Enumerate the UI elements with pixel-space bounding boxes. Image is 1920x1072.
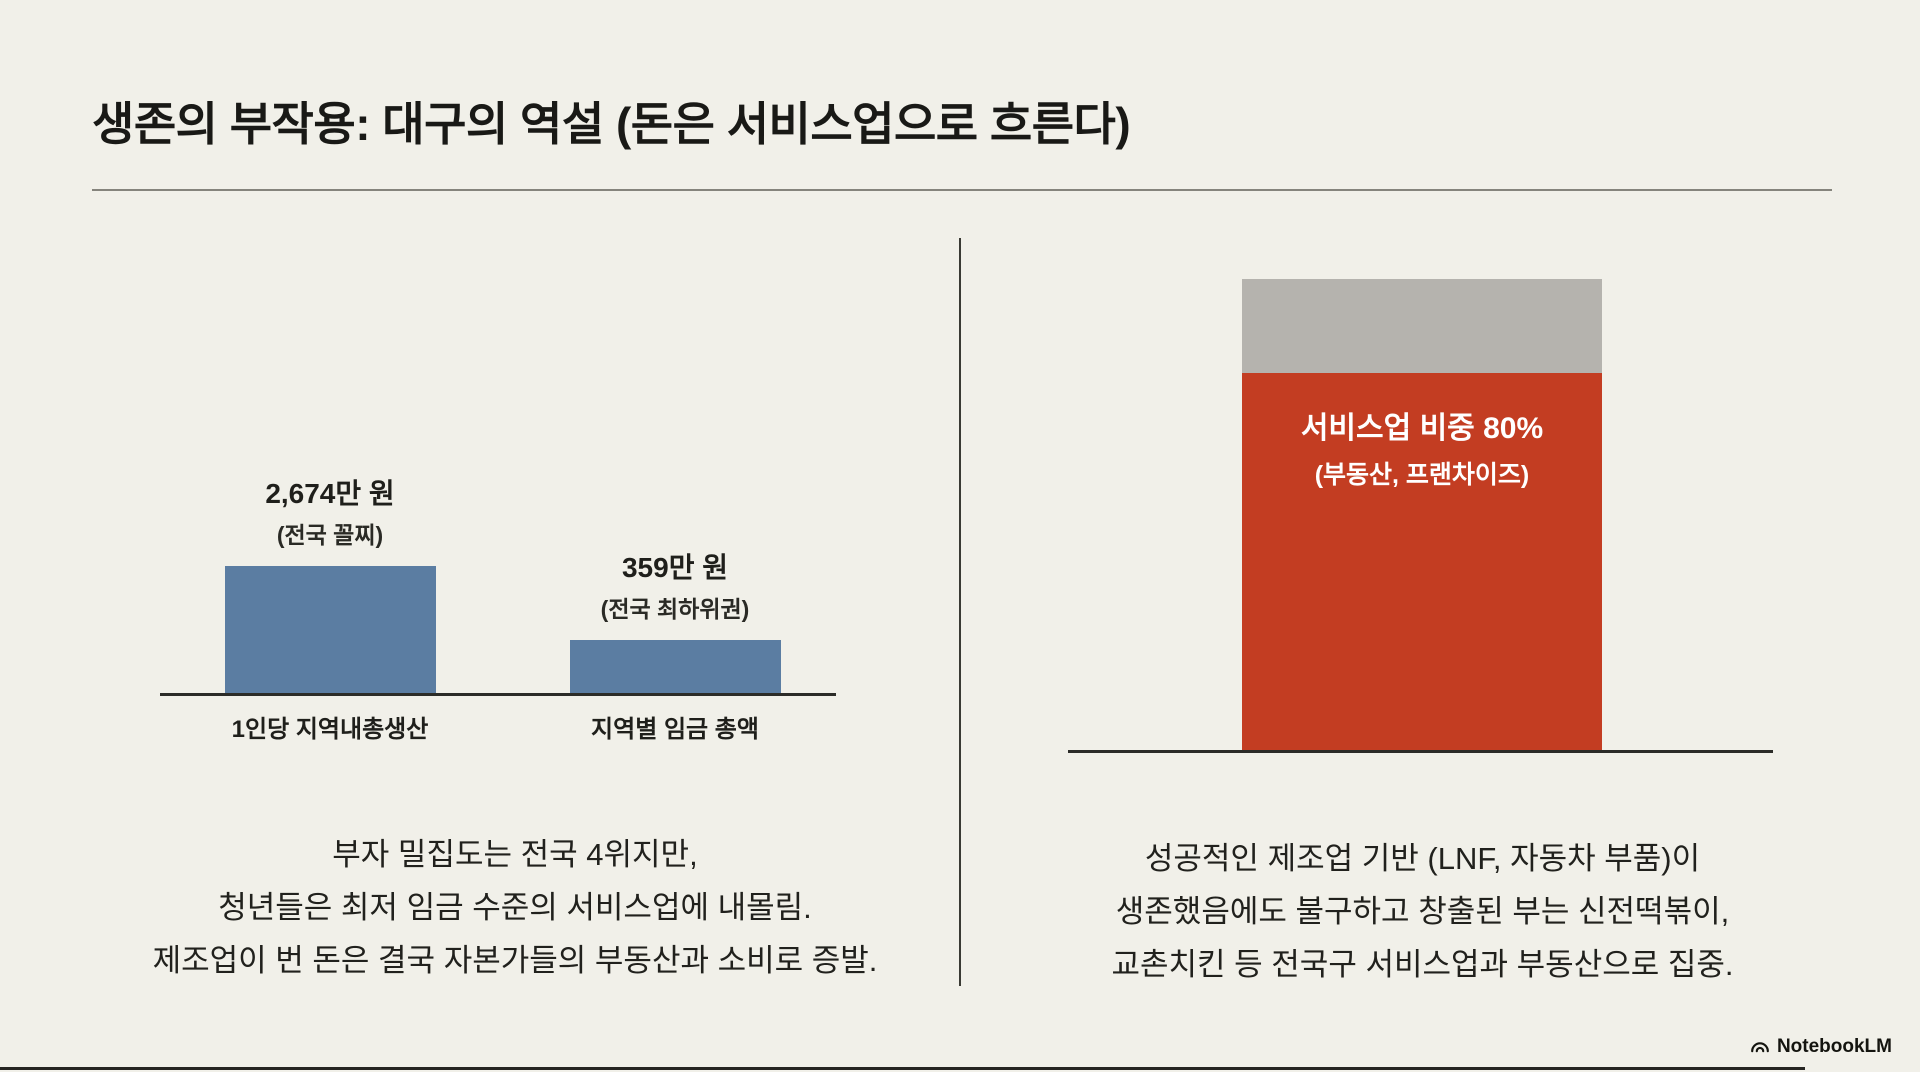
- segment-sublabel: (부동산, 프랜차이즈): [1314, 461, 1530, 490]
- axis-label-wage: 지역별 임금 총액: [591, 716, 759, 743]
- right-caption: 성공적인 제조업 기반 (LNF, 자동차 부품)이 생존했음에도 불구하고 창…: [1000, 832, 1845, 991]
- bar-sub-label: (전국 최하위권): [600, 596, 750, 622]
- wage-bar: [569, 640, 781, 693]
- caption-line: 제조업이 번 돈은 결국 자본가들의 부동산과 소비로 증발.: [152, 943, 878, 978]
- bar-sub-label: (전국 꼴찌): [276, 522, 384, 548]
- caption-line: 교촌치킨 등 전국구 서비스업과 부동산으로 집중.: [1111, 947, 1734, 982]
- page-title: 생존의 부작용: 대구의 역설 (돈은 서비스업으로 흐른다): [92, 98, 1131, 150]
- bottom-progress-line: [0, 1067, 1805, 1070]
- gdp-bar: [224, 566, 436, 693]
- notebooklm-label: NotebookLM: [1776, 1036, 1892, 1057]
- axis-label-gdp: 1인당 지역내총생산: [231, 716, 429, 743]
- caption-line: 성공적인 제조업 기반 (LNF, 자동차 부품)이: [1144, 841, 1701, 876]
- bar-value-label: 359만 원: [621, 552, 729, 583]
- notebooklm-watermark: NotebookLM: [1749, 1036, 1892, 1058]
- caption-line: 청년들은 최저 임금 수준의 서비스업에 내몰림.: [218, 890, 812, 925]
- left-caption: 부자 밀집도는 전국 4위지만, 청년들은 최저 임금 수준의 서비스업에 내몰…: [85, 828, 945, 987]
- segment-label: 서비스업 비중 80%: [1300, 412, 1544, 446]
- left-bar-chart: 2,674만 원 (전국 꼴찌) 1인당 지역내총생산 359만 원 (전국 최…: [160, 455, 836, 743]
- title-divider: [92, 189, 1832, 191]
- panel-divider: [959, 238, 961, 986]
- notebooklm-logo-icon: [1749, 1036, 1771, 1058]
- segment-services: 서비스업 비중 80% (부동산, 프랜차이즈): [1242, 373, 1602, 750]
- right-chart-baseline: [1068, 750, 1773, 753]
- left-chart-baseline: [160, 693, 836, 696]
- bar-group-gdp: 2,674만 원 (전국 꼴찌) 1인당 지역내총생산: [200, 472, 460, 743]
- bar-value-label: 2,674만 원: [265, 478, 395, 509]
- bar-group-wage: 359만 원 (전국 최하위권) 지역별 임금 총액: [545, 546, 805, 743]
- right-stacked-chart: 서비스업 비중 80% (부동산, 프랜차이즈): [1068, 279, 1773, 753]
- stacked-bar: 서비스업 비중 80% (부동산, 프랜차이즈): [1242, 279, 1602, 750]
- caption-line: 부자 밀집도는 전국 4위지만,: [332, 837, 698, 872]
- segment-other: [1242, 279, 1602, 374]
- caption-line: 생존했음에도 불구하고 창출된 부는 신전떡볶이,: [1115, 894, 1730, 929]
